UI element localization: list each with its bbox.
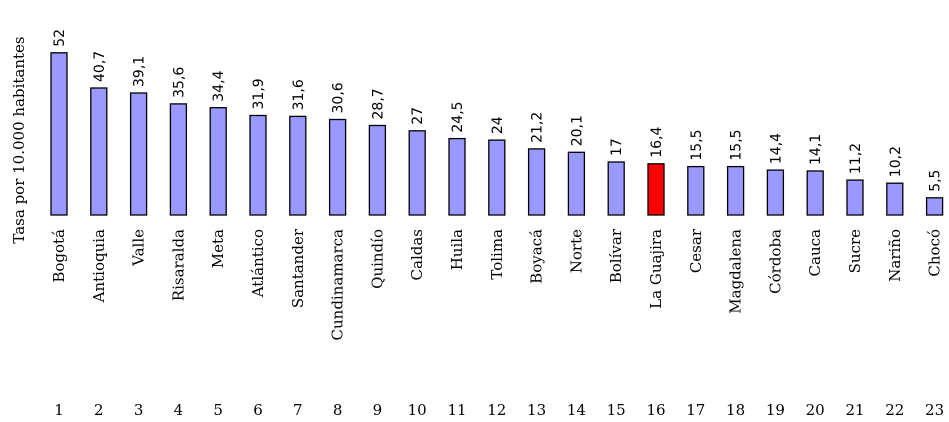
bar-12: [488, 139, 506, 216]
value-label-4: 35,6: [171, 67, 187, 98]
value-label-19: 14,4: [768, 133, 784, 164]
rank-label-8: 8: [333, 401, 343, 419]
rank-label-4: 4: [174, 401, 184, 419]
bar-20: [806, 170, 824, 216]
category-label-13: Boyacá: [528, 229, 546, 284]
bar-1: [50, 52, 68, 216]
bar-13: [527, 148, 546, 216]
bar-16: [647, 163, 665, 216]
rank-label-13: 13: [527, 401, 546, 419]
rank-label-7: 7: [293, 401, 303, 419]
category-label-19: Córdoba: [766, 229, 784, 294]
bar-22: [886, 182, 904, 216]
value-label-12: 24: [490, 116, 506, 134]
bar-17: [687, 165, 705, 216]
category-label-1: Bogotá: [50, 229, 68, 283]
bar-11: [448, 137, 466, 216]
value-label-3: 39,1: [132, 56, 148, 87]
value-label-14: 20,1: [569, 115, 585, 146]
bar-21: [846, 179, 864, 216]
rank-label-6: 6: [253, 401, 263, 419]
rank-label-1: 1: [54, 401, 64, 419]
value-label-16: 16,4: [649, 127, 665, 158]
rank-label-14: 14: [567, 401, 586, 419]
value-label-17: 15,5: [689, 129, 705, 160]
bar-8: [328, 118, 347, 216]
bar-6: [249, 114, 267, 216]
category-label-21: Sucre: [846, 229, 864, 274]
bar-5: [209, 107, 227, 216]
rank-label-16: 16: [646, 401, 665, 419]
bar-18: [726, 165, 745, 216]
category-label-16: La Guajira: [647, 229, 665, 309]
category-label-8: Cundinamarca: [329, 229, 347, 341]
rank-label-12: 12: [487, 401, 506, 419]
rank-label-5: 5: [213, 401, 223, 419]
bar-7: [289, 115, 307, 216]
bar-19: [766, 169, 785, 216]
y-axis-label: Tasa por 10.000 habitantes: [10, 36, 28, 243]
value-label-18: 15,5: [729, 129, 745, 160]
rank-label-9: 9: [373, 401, 383, 419]
bar-15: [607, 161, 625, 216]
category-label-11: Huila: [448, 229, 466, 270]
value-label-2: 40,7: [92, 51, 108, 82]
value-label-6: 31,9: [251, 78, 267, 109]
rank-label-3: 3: [134, 401, 144, 419]
rank-label-23: 23: [925, 401, 944, 419]
category-label-3: Valle: [130, 229, 148, 267]
bar-14: [567, 151, 586, 216]
category-label-2: Antioquia: [90, 229, 108, 303]
category-label-17: Cesar: [687, 228, 705, 273]
bar-10: [408, 130, 426, 216]
category-label-10: Caldas: [408, 229, 426, 280]
rank-label-21: 21: [845, 401, 864, 419]
bar-2: [90, 87, 108, 216]
value-label-11: 24,5: [450, 101, 466, 132]
value-label-5: 34,4: [211, 70, 227, 101]
rank-label-2: 2: [94, 401, 104, 419]
value-label-10: 27: [410, 107, 426, 125]
category-label-12: Tolima: [488, 229, 506, 280]
value-label-22: 10,2: [888, 146, 904, 177]
bar-3: [129, 92, 148, 216]
bar-23: [925, 197, 944, 216]
value-label-21: 11,2: [848, 143, 864, 174]
category-label-22: Nariño: [886, 229, 904, 282]
category-label-7: Santander: [289, 228, 307, 308]
value-label-20: 14,1: [808, 134, 824, 165]
rank-label-18: 18: [726, 401, 745, 419]
category-label-18: Magdalena: [727, 229, 745, 314]
category-label-14: Norte: [567, 229, 585, 273]
category-label-9: Quindío: [368, 229, 386, 289]
rank-label-10: 10: [408, 401, 427, 419]
rank-label-20: 20: [806, 401, 825, 419]
rank-label-15: 15: [607, 401, 626, 419]
rank-label-11: 11: [447, 401, 466, 419]
category-label-4: Risaralda: [169, 229, 187, 301]
category-label-6: Atlántico: [249, 229, 267, 298]
value-label-23: 5,5: [928, 170, 944, 192]
category-label-20: Cauca: [806, 229, 824, 276]
value-label-9: 28,7: [370, 88, 386, 119]
category-label-5: Meta: [209, 229, 227, 268]
value-label-7: 31,6: [291, 79, 307, 110]
category-label-23: Chocó: [926, 229, 944, 277]
value-label-8: 30,6: [331, 82, 347, 113]
rank-label-22: 22: [885, 401, 904, 419]
rank-label-17: 17: [686, 401, 705, 419]
rank-label-19: 19: [766, 401, 785, 419]
value-label-13: 21,2: [530, 112, 546, 143]
category-label-15: Bolívar: [607, 228, 625, 283]
bar-9: [368, 124, 387, 216]
value-label-15: 17: [609, 138, 625, 156]
bar-4: [169, 103, 188, 216]
value-label-1: 52: [52, 29, 68, 47]
